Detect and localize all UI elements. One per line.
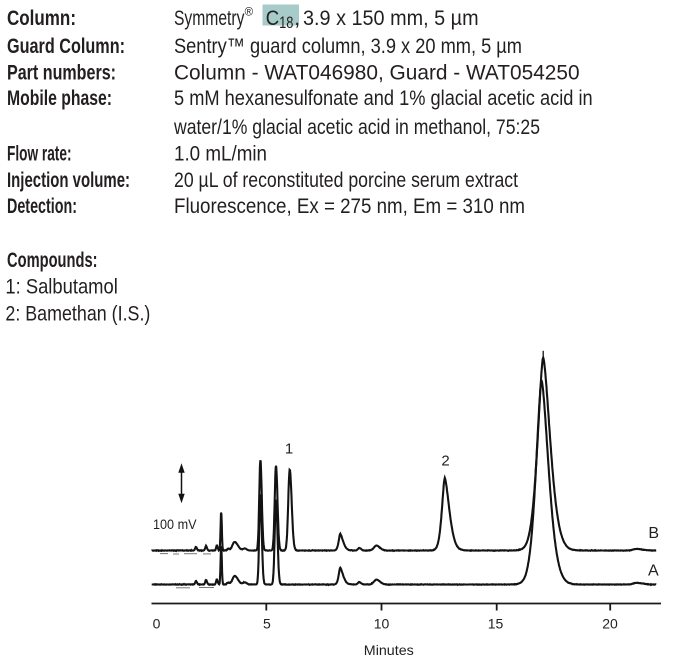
svg-text:Symmetry: Symmetry <box>174 7 245 30</box>
svg-text:2: 2 <box>441 453 449 470</box>
svg-text:Mobile phase:: Mobile phase: <box>7 87 112 110</box>
svg-text:Compounds:: Compounds: <box>7 249 98 272</box>
svg-text:®: ® <box>245 6 254 18</box>
svg-text:2: Bamethan (I.S.): 2: Bamethan (I.S.) <box>5 302 150 325</box>
svg-text:Fluorescence, Ex = 275 nm, Em: Fluorescence, Ex = 275 nm, Em = 310 nm <box>174 195 525 218</box>
svg-text:water/1% glacial acetic acid i: water/1% glacial acetic acid in methanol… <box>173 116 540 139</box>
svg-text:5: 5 <box>263 616 271 632</box>
svg-text:A: A <box>648 563 659 580</box>
svg-text:Column - WAT046980, Guard - WA: Column - WAT046980, Guard - WAT054250 <box>174 61 580 84</box>
svg-text:20 µL of reconstituted porcine: 20 µL of reconstituted porcine serum ext… <box>174 169 518 192</box>
svg-text:18: 18 <box>279 13 293 32</box>
svg-text:1.0 mL/min: 1.0 mL/min <box>174 143 267 166</box>
svg-text:Flow rate:: Flow rate: <box>7 143 72 166</box>
svg-text:0: 0 <box>153 616 161 632</box>
svg-text:Sentry™ guard column, 3.9 x 20: Sentry™ guard column, 3.9 x 20 mm, 5 µm <box>174 35 522 58</box>
svg-text:Guard Column:: Guard Column: <box>7 35 125 58</box>
svg-text:10: 10 <box>374 616 390 632</box>
svg-text:5 mM hexanesulfonate and 1% gl: 5 mM hexanesulfonate and 1% glacial acet… <box>174 87 593 110</box>
svg-text:Minutes: Minutes <box>364 642 414 658</box>
svg-text:B: B <box>648 525 659 542</box>
svg-text:,: , <box>294 7 300 30</box>
svg-text:1: 1 <box>285 440 293 457</box>
svg-text:Part numbers:: Part numbers: <box>7 61 116 84</box>
svg-text:15: 15 <box>488 616 504 632</box>
svg-text:3.9 x 150 mm, 5 µm: 3.9 x 150 mm, 5 µm <box>303 7 479 30</box>
svg-text:1: Salbutamol: 1: Salbutamol <box>5 276 117 299</box>
svg-text:20: 20 <box>602 616 618 632</box>
svg-text:Detection:: Detection: <box>7 195 77 218</box>
svg-text:C: C <box>266 7 279 30</box>
svg-text:Column:: Column: <box>7 7 76 30</box>
svg-text:100 mV: 100 mV <box>153 516 197 532</box>
svg-text:Injection volume:: Injection volume: <box>7 169 130 192</box>
